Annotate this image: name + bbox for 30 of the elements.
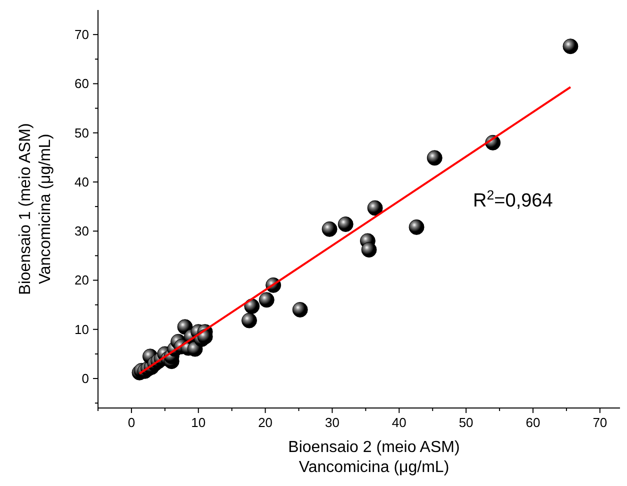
x-axis-title: Bioensaio 2 (meio ASM) Vancomicina (μg/mL) bbox=[288, 439, 460, 476]
y-tick-label: 50 bbox=[74, 125, 89, 140]
y-tick-label: 60 bbox=[74, 76, 89, 92]
x-tick-label: 20 bbox=[258, 415, 273, 430]
point bbox=[408, 219, 424, 235]
y-axis-title: Bioensaio 1 (meio ASM) Vancomicina (μg/mL) bbox=[17, 123, 54, 295]
point bbox=[338, 216, 354, 232]
y-tick-label: 0 bbox=[82, 371, 89, 386]
point bbox=[241, 312, 257, 328]
y-tick-label: 20 bbox=[74, 272, 89, 288]
x-tick-label: 70 bbox=[592, 415, 608, 430]
y-tick-label: 30 bbox=[74, 224, 89, 239]
x-tick-label: 30 bbox=[324, 415, 340, 430]
y-tick-label: 70 bbox=[74, 27, 89, 42]
point bbox=[292, 302, 308, 318]
x-tick-label: 0 bbox=[128, 415, 136, 430]
annotation: R$^{2}$=0,964 bbox=[473, 187, 554, 212]
x-tick-label: 60 bbox=[526, 415, 540, 430]
y-tick-label: 40 bbox=[74, 174, 89, 190]
x-tick-label: 50 bbox=[458, 415, 474, 430]
point bbox=[367, 200, 383, 216]
point bbox=[244, 298, 260, 314]
point bbox=[322, 221, 338, 237]
point bbox=[562, 38, 578, 54]
x-tick-label: 10 bbox=[191, 415, 206, 430]
x-tick-label: 40 bbox=[392, 415, 406, 430]
point bbox=[258, 292, 274, 308]
y-tick-label: 10 bbox=[74, 322, 89, 337]
point bbox=[361, 242, 377, 258]
point bbox=[426, 150, 442, 166]
